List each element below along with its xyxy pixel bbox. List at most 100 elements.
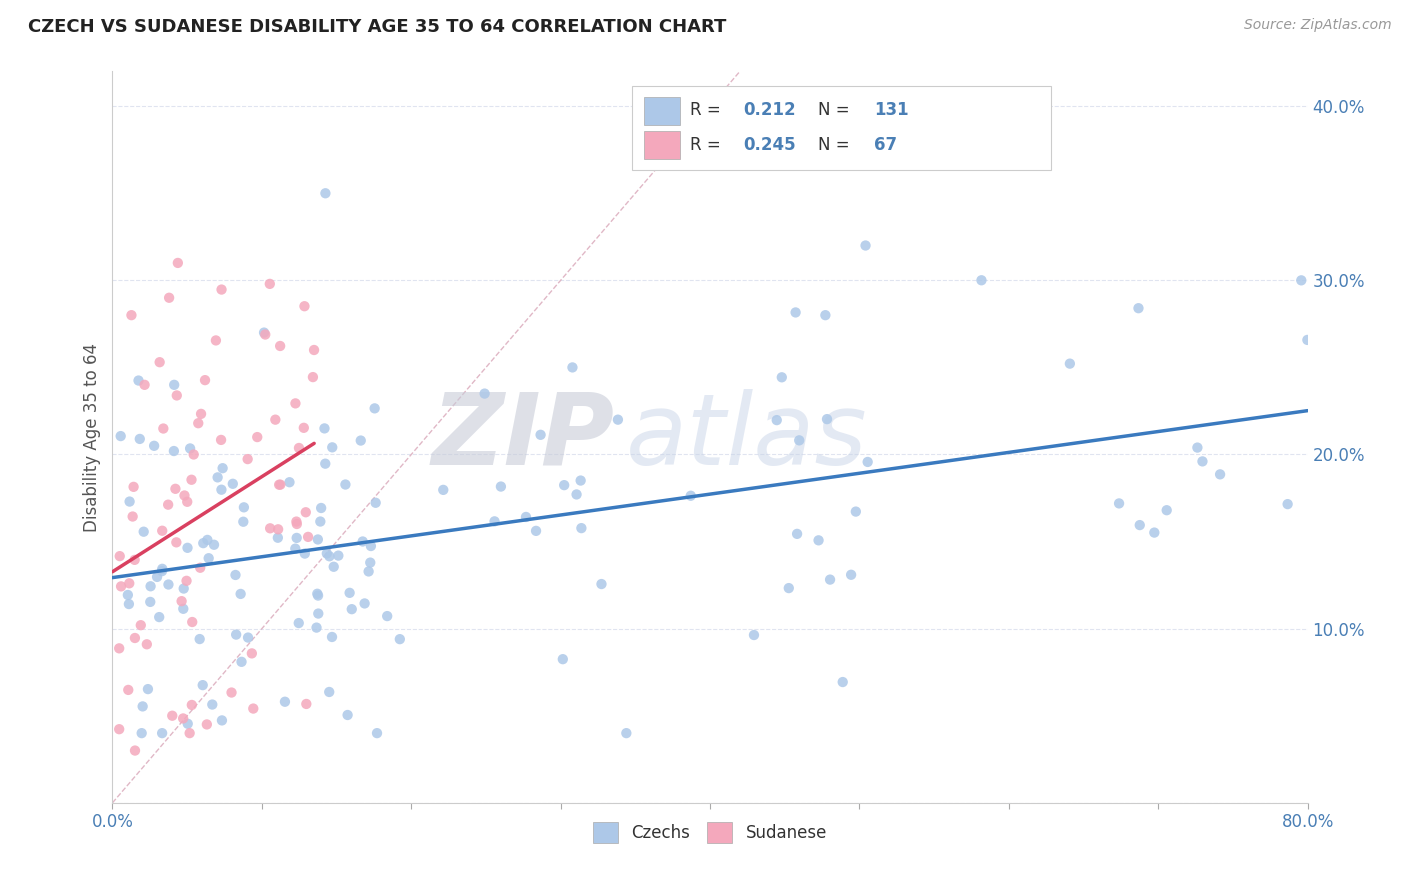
Point bbox=[307, 607, 329, 621]
Point bbox=[375, 609, 398, 624]
Point bbox=[209, 483, 232, 497]
Point bbox=[770, 370, 793, 384]
Point bbox=[292, 421, 315, 435]
Point bbox=[314, 186, 336, 201]
Point bbox=[1191, 454, 1213, 468]
Point bbox=[679, 489, 702, 503]
Point bbox=[124, 631, 146, 645]
Point bbox=[150, 562, 173, 576]
Point bbox=[364, 496, 387, 510]
Point bbox=[207, 470, 229, 484]
Point bbox=[614, 726, 637, 740]
Point bbox=[856, 455, 879, 469]
Text: 131: 131 bbox=[873, 101, 908, 120]
Point bbox=[524, 524, 547, 538]
Point bbox=[193, 536, 215, 550]
Point bbox=[339, 586, 361, 600]
Point bbox=[294, 505, 316, 519]
Text: R =: R = bbox=[690, 136, 725, 154]
Point bbox=[353, 597, 375, 611]
Point bbox=[148, 610, 170, 624]
Point bbox=[831, 675, 853, 690]
Text: 67: 67 bbox=[873, 136, 897, 154]
Point bbox=[120, 308, 142, 322]
Point bbox=[225, 627, 247, 641]
Point bbox=[150, 564, 173, 578]
Point bbox=[285, 531, 308, 545]
Point bbox=[294, 299, 316, 313]
Point bbox=[515, 510, 537, 524]
Point bbox=[285, 516, 308, 531]
Point bbox=[128, 374, 150, 388]
Point bbox=[187, 416, 209, 430]
Point bbox=[785, 305, 807, 319]
Point bbox=[240, 646, 263, 660]
Point bbox=[855, 238, 877, 252]
Point bbox=[232, 515, 254, 529]
Point bbox=[146, 570, 169, 584]
Text: N =: N = bbox=[818, 136, 855, 154]
Point bbox=[295, 697, 318, 711]
Point bbox=[202, 538, 225, 552]
Point bbox=[561, 360, 583, 375]
Point bbox=[205, 334, 228, 348]
Point bbox=[181, 615, 204, 629]
Text: 0.245: 0.245 bbox=[744, 136, 796, 154]
Point bbox=[131, 699, 153, 714]
Point bbox=[269, 477, 291, 491]
Point bbox=[110, 429, 132, 443]
Point bbox=[224, 568, 246, 582]
Point bbox=[489, 479, 512, 493]
Point bbox=[366, 726, 388, 740]
Point bbox=[128, 432, 150, 446]
Point bbox=[269, 477, 291, 491]
Point bbox=[162, 708, 184, 723]
Point bbox=[529, 427, 551, 442]
Point bbox=[267, 531, 290, 545]
Point bbox=[1059, 357, 1081, 371]
Point bbox=[474, 386, 496, 401]
Point bbox=[359, 556, 381, 570]
Point bbox=[1277, 497, 1299, 511]
Text: R =: R = bbox=[690, 101, 725, 120]
Point bbox=[254, 327, 277, 342]
Point bbox=[318, 685, 340, 699]
Point bbox=[122, 480, 145, 494]
Point bbox=[176, 574, 198, 588]
Point bbox=[302, 370, 325, 384]
Point bbox=[267, 522, 290, 536]
Point bbox=[363, 401, 385, 416]
Point bbox=[124, 743, 146, 757]
Point bbox=[201, 698, 224, 712]
Point bbox=[259, 277, 281, 291]
Point bbox=[336, 708, 359, 723]
Point bbox=[176, 541, 198, 555]
Point bbox=[1143, 525, 1166, 540]
Point bbox=[742, 628, 765, 642]
Point bbox=[117, 588, 139, 602]
Point bbox=[152, 421, 174, 435]
Point bbox=[307, 587, 329, 601]
FancyBboxPatch shape bbox=[644, 97, 681, 125]
Point bbox=[1156, 503, 1178, 517]
Point bbox=[179, 726, 201, 740]
Point bbox=[173, 488, 195, 502]
Point bbox=[388, 632, 411, 647]
Point bbox=[294, 547, 316, 561]
Point bbox=[209, 433, 232, 447]
Point bbox=[172, 602, 194, 616]
Point bbox=[297, 530, 319, 544]
Point bbox=[231, 655, 253, 669]
Point bbox=[180, 698, 202, 712]
Text: Source: ZipAtlas.com: Source: ZipAtlas.com bbox=[1244, 18, 1392, 32]
Point bbox=[163, 444, 186, 458]
Point bbox=[173, 582, 195, 596]
Point bbox=[131, 726, 153, 740]
Point bbox=[117, 682, 139, 697]
Point bbox=[302, 343, 325, 357]
Point bbox=[814, 308, 837, 322]
Point bbox=[150, 726, 173, 740]
Point bbox=[787, 434, 810, 448]
Point bbox=[352, 534, 374, 549]
Text: ZIP: ZIP bbox=[432, 389, 614, 485]
